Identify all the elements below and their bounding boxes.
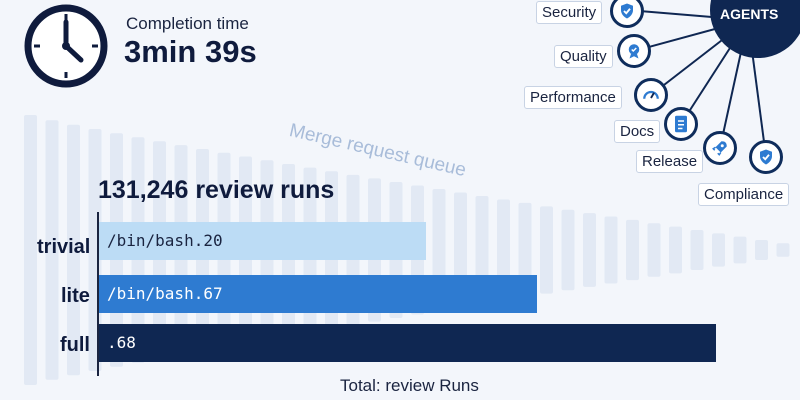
queue-bar [67, 124, 80, 376]
agents-hub [710, 0, 800, 58]
queue-bar [626, 219, 639, 281]
agent-label-docs: Docs [614, 120, 661, 143]
bar-trivial: /bin/bash.20 [99, 222, 426, 260]
queue-bar [712, 233, 725, 267]
completion-time-value: 3min 39s [124, 34, 257, 69]
agent-label-performance: Performance [524, 86, 622, 109]
queue-bar [690, 229, 704, 271]
rocket-icon[interactable] [703, 131, 737, 165]
queue-bar [647, 223, 661, 277]
queue-bar [561, 209, 575, 291]
badge-check-icon[interactable] [617, 34, 651, 68]
clock-icon [24, 4, 108, 88]
queue-bar [45, 120, 59, 380]
bar-value-full: .68 [107, 333, 136, 352]
agents-hub-label: AGENTS [720, 6, 779, 22]
agent-label-quality: Quality [554, 45, 613, 68]
chart-axis [97, 212, 99, 376]
category-label-full: full [60, 334, 90, 356]
queue-bar [733, 236, 747, 264]
shield-check-icon[interactable] [749, 140, 783, 174]
bar-lite: /bin/bash.67 [99, 275, 538, 313]
agent-label-compliance: Compliance [698, 183, 790, 206]
queue-bar [540, 206, 553, 294]
bar-value-lite: /bin/bash.67 [107, 284, 223, 303]
chart-title: 131,246 review runs [98, 176, 335, 204]
shield-check-icon[interactable] [610, 0, 644, 28]
queue-bar [669, 226, 682, 274]
agent-label-release: Release [636, 150, 704, 173]
document-icon[interactable] [664, 107, 698, 141]
completion-time-label: Completion time [126, 14, 249, 33]
queue-bar [604, 216, 618, 284]
category-label-trivial: trivial [37, 236, 91, 258]
queue-bar [755, 239, 768, 261]
bar-full: .68 [99, 324, 716, 362]
queue-bar [24, 115, 37, 385]
category-label-lite: lite [61, 285, 90, 307]
queue-bar [776, 243, 790, 257]
bar-value-trivial: /bin/bash.20 [107, 231, 223, 250]
queue-bar [583, 213, 596, 287]
agent-label-security: Security [536, 1, 603, 24]
gauge-icon[interactable] [634, 78, 668, 112]
queue-bar [518, 202, 532, 298]
chart-footer: Total: review Runs [340, 376, 479, 395]
